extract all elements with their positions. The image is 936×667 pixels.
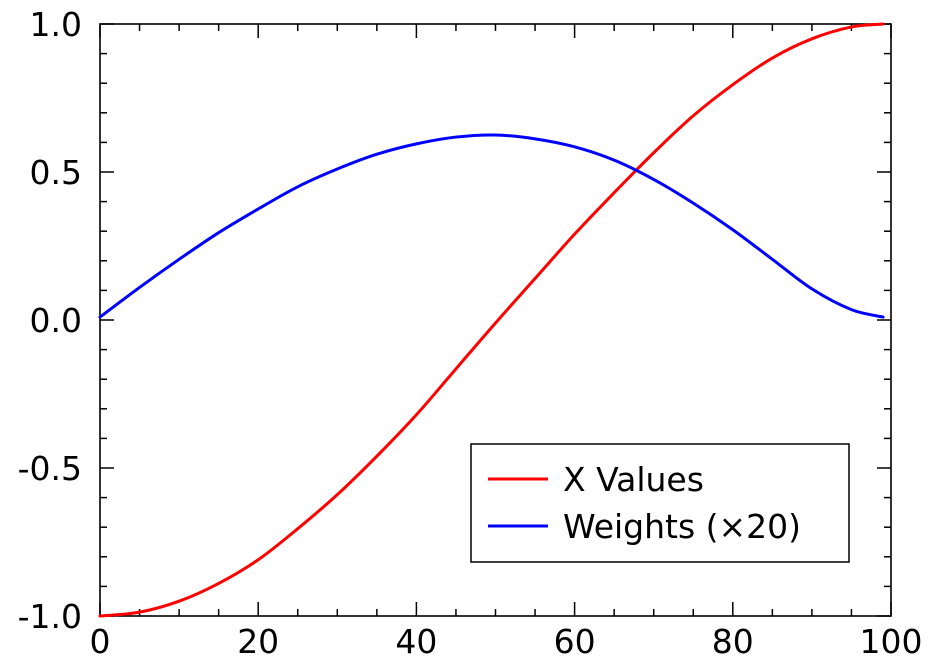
x-tick-label: 60	[554, 622, 596, 661]
x-tick-label: 100	[860, 622, 923, 661]
axis-ticks	[99, 23, 892, 617]
y-tick-label: 0.0	[30, 301, 82, 340]
legend-box	[470, 443, 850, 563]
legend: X Values Weights (×20)	[470, 443, 850, 563]
x-tick-label: 20	[237, 622, 279, 661]
x-tick-labels: 0 20 40 60 80 100	[90, 622, 923, 661]
legend-label-x-values: X Values	[563, 460, 704, 499]
y-tick-label: 0.5	[30, 153, 82, 192]
x-tick-label: 0	[90, 622, 111, 661]
y-tick-label: 1.0	[30, 5, 82, 44]
x-tick-label: 40	[395, 622, 437, 661]
legend-label-weights: Weights (×20)	[563, 507, 801, 546]
series-line-0	[98, 22, 885, 618]
y-tick-labels: -1.0 -0.5 0.0 0.5 1.0	[18, 5, 82, 636]
y-tick-label: -1.0	[18, 597, 82, 636]
x-tick-label: 80	[712, 622, 754, 661]
series-line-1	[98, 133, 885, 319]
y-tick-label: -0.5	[18, 449, 82, 488]
series-lines	[98, 22, 885, 618]
